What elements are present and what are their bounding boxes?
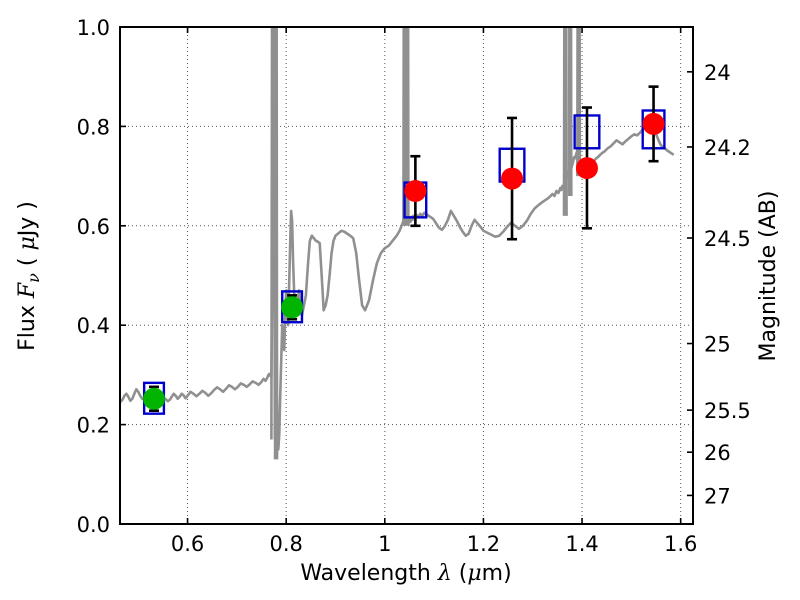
y-tick-label-right: 26 — [704, 441, 731, 465]
y-axis-title-left: Flux Fν ( μJy ) — [15, 201, 43, 351]
observed-photometry-point — [501, 167, 524, 190]
x-tick-label: 0.6 — [171, 532, 204, 556]
x-axis-title: Wavelength λ (μm) — [300, 561, 511, 586]
observed-photometry-point — [143, 387, 166, 410]
y-tick-label-left: 1.0 — [77, 16, 110, 40]
observed-photometry-point — [642, 112, 665, 135]
x-tick-label: 1 — [378, 532, 391, 556]
spectrum-emission-spike — [567, 27, 573, 196]
axis-tick-labels: 0.6 0.8 1 1.2 1.4 1.6 0.0 0.2 0.4 0.6 0.8 1.0 24 24.2… — [77, 16, 751, 556]
spectrum-path — [120, 27, 675, 451]
observed-photometry-point — [281, 296, 304, 319]
y-tick-label-left: 0.6 — [77, 215, 110, 239]
grid-lines — [120, 27, 693, 524]
axes-frame-rect — [119, 26, 694, 525]
axes-frame — [119, 26, 694, 525]
y-tick-label-left: 0.0 — [77, 513, 110, 537]
y-tick-label-right: 25 — [704, 333, 731, 357]
spectrum-emission-spike — [273, 27, 279, 460]
y-tick-label-right: 24 — [704, 61, 731, 85]
x-tick-label: 1.4 — [565, 532, 598, 556]
x-tick-label: 0.8 — [269, 532, 302, 556]
y-axis-title-right: Magnitude (AB) — [756, 191, 781, 362]
observed-photometry-point — [575, 157, 598, 180]
y-tick-label-left: 0.8 — [77, 115, 110, 139]
axis-ticks — [120, 26, 693, 525]
model-spectrum-curve — [120, 27, 675, 460]
y-tick-label-left: 0.4 — [77, 314, 110, 338]
y-tick-label-right: 24.2 — [704, 136, 751, 160]
y-tick-label-right: 25.5 — [704, 399, 751, 423]
y-tick-label-right: 27 — [704, 484, 731, 508]
spectrum-emission-spike — [562, 27, 568, 216]
observed-photometry-markers — [143, 112, 665, 410]
observed-photometry-point — [404, 180, 427, 203]
x-tick-label: 1.2 — [467, 532, 500, 556]
y-tick-label-right: 24.5 — [704, 227, 751, 251]
y-tick-label-left: 0.2 — [77, 414, 110, 438]
x-tick-label: 1.6 — [664, 532, 697, 556]
